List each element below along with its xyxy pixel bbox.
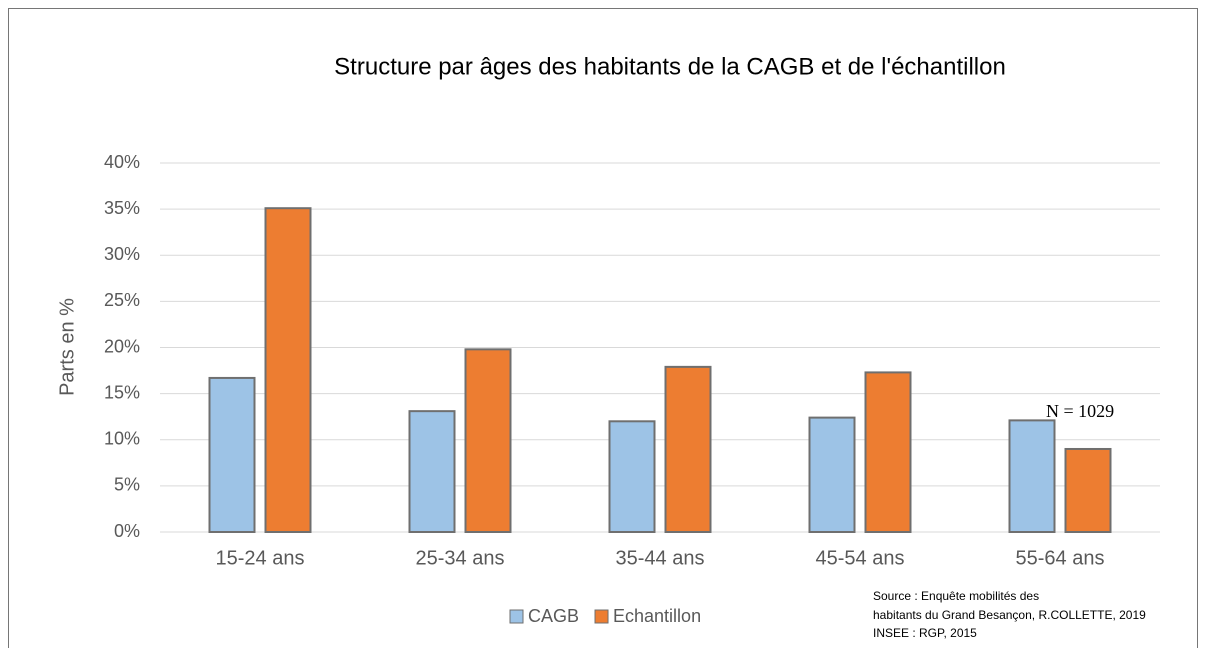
source-line: habitants du Grand Besançon, R.COLLETTE,… (873, 608, 1146, 622)
y-tick-label: 0% (114, 521, 140, 541)
bar (608, 420, 656, 533)
source-line: Source : Enquête mobilités des (873, 589, 1039, 603)
legend-label: Echantillon (613, 606, 701, 626)
x-tick-label: 55-64 ans (1016, 547, 1105, 569)
bar (408, 410, 456, 533)
y-tick-label: 5% (114, 475, 140, 495)
legend-label: CAGB (528, 606, 579, 626)
legend-swatch (509, 609, 524, 624)
bar (464, 348, 512, 533)
x-tick-label: 35-44 ans (616, 547, 705, 569)
bar (664, 365, 712, 533)
bar (808, 416, 856, 533)
y-tick-label: 20% (104, 336, 140, 356)
annotation: N = 1029 (1046, 401, 1114, 421)
y-tick-label: 40% (104, 152, 140, 172)
x-tick-label: 45-54 ans (816, 547, 905, 569)
bar (1064, 447, 1112, 534)
x-tick-label: 25-34 ans (416, 547, 505, 569)
y-tick-label: 35% (104, 198, 140, 218)
y-axis-label: Parts en % (56, 298, 78, 396)
y-tick-label: 25% (104, 290, 140, 310)
y-tick-label: 30% (104, 244, 140, 264)
y-tick-label: 15% (104, 382, 140, 402)
chart-title: Structure par âges des habitants de la C… (334, 53, 1006, 80)
chart-frame (8, 8, 1198, 648)
bar (864, 371, 912, 533)
bar (264, 207, 312, 533)
x-tick-label: 15-24 ans (216, 547, 305, 569)
source-line: INSEE : RGP, 2015 (873, 626, 977, 640)
y-tick-label: 10% (104, 429, 140, 449)
bar (1008, 419, 1056, 533)
bar (208, 376, 256, 533)
legend-swatch (594, 609, 609, 624)
